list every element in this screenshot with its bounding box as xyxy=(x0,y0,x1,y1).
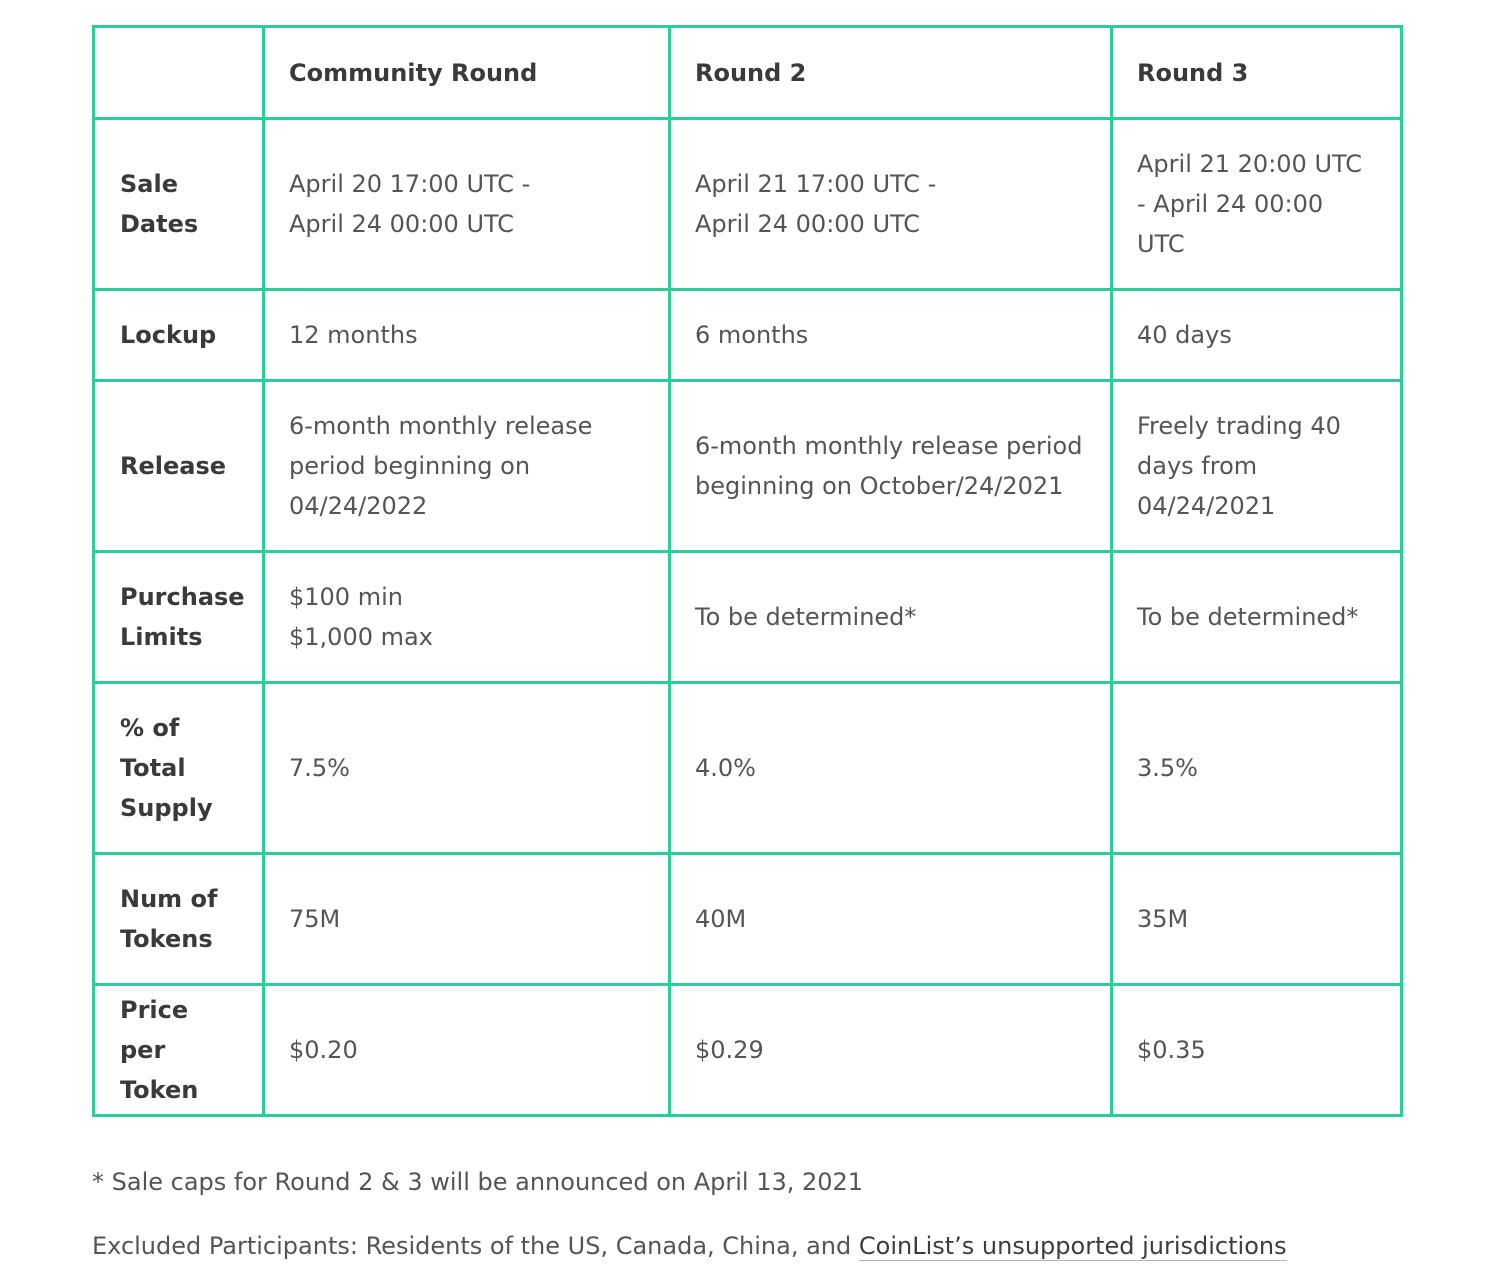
table-row: % of Total Supply 7.5% 4.0% 3.5% xyxy=(92,681,1403,855)
cell-text: $0.20 xyxy=(289,1036,358,1064)
cell-text: 6 months xyxy=(695,321,809,349)
table-cell: April 21 20:00 UTC - April 24 00:00 UTC xyxy=(1110,117,1403,291)
table-cell: April 20 17:00 UTC - April 24 00:00 UTC xyxy=(262,117,671,291)
row-label-text: Purchase Limits xyxy=(120,583,245,651)
cell-text: April 21 17:00 UTC - April 24 00:00 UTC xyxy=(695,170,937,238)
row-label-text: Sale Dates xyxy=(120,170,199,238)
row-label-purchase-limits: Purchase Limits xyxy=(92,550,265,684)
table-cell: 6-month monthly release period beginning… xyxy=(668,379,1113,553)
cell-text: April 20 17:00 UTC - April 24 00:00 UTC xyxy=(289,170,531,238)
sale-caps-note: * Sale caps for Round 2 & 3 will be anno… xyxy=(92,1168,864,1196)
row-label-text: Num of Tokens xyxy=(120,885,218,953)
cell-text: To be determined* xyxy=(1137,603,1359,631)
cell-text: 75M xyxy=(289,905,341,933)
cell-text: April 21 20:00 UTC - April 24 00:00 UTC xyxy=(1137,150,1363,258)
table-cell: 6-month monthly release period beginning… xyxy=(262,379,671,553)
cell-text: 4.0% xyxy=(695,754,756,782)
cell-text: 40M xyxy=(695,905,747,933)
table-cell: To be determined* xyxy=(1110,550,1403,684)
table-header-row: Community Round Round 2 Round 3 xyxy=(92,25,1403,120)
row-label-sale-dates: Sale Dates xyxy=(92,117,265,291)
table-cell: 35M xyxy=(1110,852,1403,986)
cell-text: 12 months xyxy=(289,321,418,349)
row-label-total-supply: % of Total Supply xyxy=(92,681,265,855)
header-round-2: Round 2 xyxy=(668,25,1113,120)
header-round-3: Round 3 xyxy=(1110,25,1403,120)
table-cell: 40 days xyxy=(1110,288,1403,382)
cell-text: Freely trading 40 days from 04/24/2021 xyxy=(1137,412,1341,520)
excluded-participants-text: Excluded Participants: Residents of the … xyxy=(92,1232,859,1260)
table-row: Sale Dates April 20 17:00 UTC - April 24… xyxy=(92,117,1403,291)
table-cell: $0.20 xyxy=(262,983,671,1117)
row-label-price-per-token: Price per Token xyxy=(92,983,265,1117)
cell-text: 3.5% xyxy=(1137,754,1198,782)
table-row: Lockup 12 months 6 months 40 days xyxy=(92,288,1403,382)
table-row: Release 6-month monthly release period b… xyxy=(92,379,1403,553)
cell-text: $100 min $1,000 max xyxy=(289,583,433,651)
table-cell: 6 months xyxy=(668,288,1113,382)
table-cell: $0.29 xyxy=(668,983,1113,1117)
table-cell: To be determined* xyxy=(668,550,1113,684)
token-sale-table: Community Round Round 2 Round 3 Sale Dat… xyxy=(92,25,1403,1117)
cell-text: 6-month monthly release period beginning… xyxy=(695,432,1083,500)
table-cell: 40M xyxy=(668,852,1113,986)
table-cell: $100 min $1,000 max xyxy=(262,550,671,684)
table-cell: 75M xyxy=(262,852,671,986)
cell-text: 6-month monthly release period beginning… xyxy=(289,412,593,520)
header-empty xyxy=(92,25,265,120)
table-row: Price per Token $0.20 $0.29 $0.35 xyxy=(92,983,1403,1117)
row-label-release: Release xyxy=(92,379,265,553)
cell-text: To be determined* xyxy=(695,603,917,631)
header-community-round: Community Round xyxy=(262,25,671,120)
table-cell: 12 months xyxy=(262,288,671,382)
table-cell: $0.35 xyxy=(1110,983,1403,1117)
row-label-lockup: Lockup xyxy=(92,288,265,382)
cell-text: $0.35 xyxy=(1137,1036,1206,1064)
cell-text: $0.29 xyxy=(695,1036,764,1064)
row-label-text: Release xyxy=(120,452,227,480)
table-row: Num of Tokens 75M 40M 35M xyxy=(92,852,1403,986)
row-label-text: % of Total Supply xyxy=(120,714,213,822)
table-cell: Freely trading 40 days from 04/24/2021 xyxy=(1110,379,1403,553)
table-cell: April 21 17:00 UTC - April 24 00:00 UTC xyxy=(668,117,1113,291)
row-label-text: Price per Token xyxy=(120,996,199,1104)
table-cell: 7.5% xyxy=(262,681,671,855)
table-row: Purchase Limits $100 min $1,000 max To b… xyxy=(92,550,1403,684)
cell-text: 35M xyxy=(1137,905,1189,933)
row-label-text: Lockup xyxy=(120,321,217,349)
cell-text: 7.5% xyxy=(289,754,350,782)
unsupported-jurisdictions-link[interactable]: CoinList’s unsupported jurisdictions xyxy=(858,1232,1287,1261)
table-cell: 4.0% xyxy=(668,681,1113,855)
row-label-num-tokens: Num of Tokens xyxy=(92,852,265,986)
cell-text: 40 days xyxy=(1137,321,1232,349)
table-cell: 3.5% xyxy=(1110,681,1403,855)
excluded-participants-note: Excluded Participants: Residents of the … xyxy=(92,1230,1287,1262)
